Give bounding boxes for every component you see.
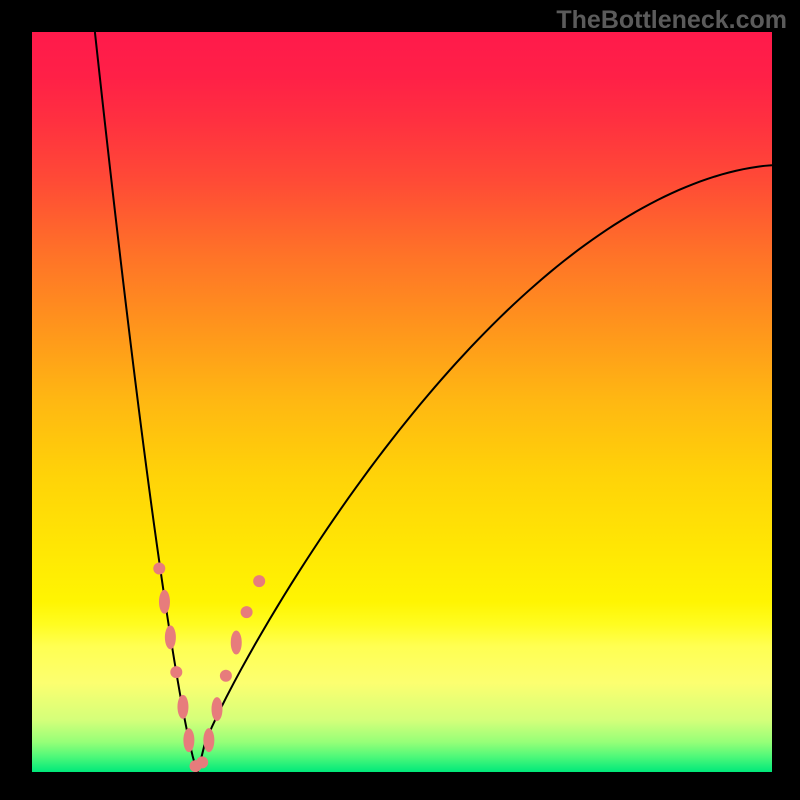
chart-container: { "watermark": { "text": "TheBottleneck.… bbox=[0, 0, 800, 800]
gradient-background bbox=[32, 32, 772, 772]
watermark-text: TheBottleneck.com bbox=[556, 6, 787, 35]
plot-area bbox=[32, 32, 772, 772]
